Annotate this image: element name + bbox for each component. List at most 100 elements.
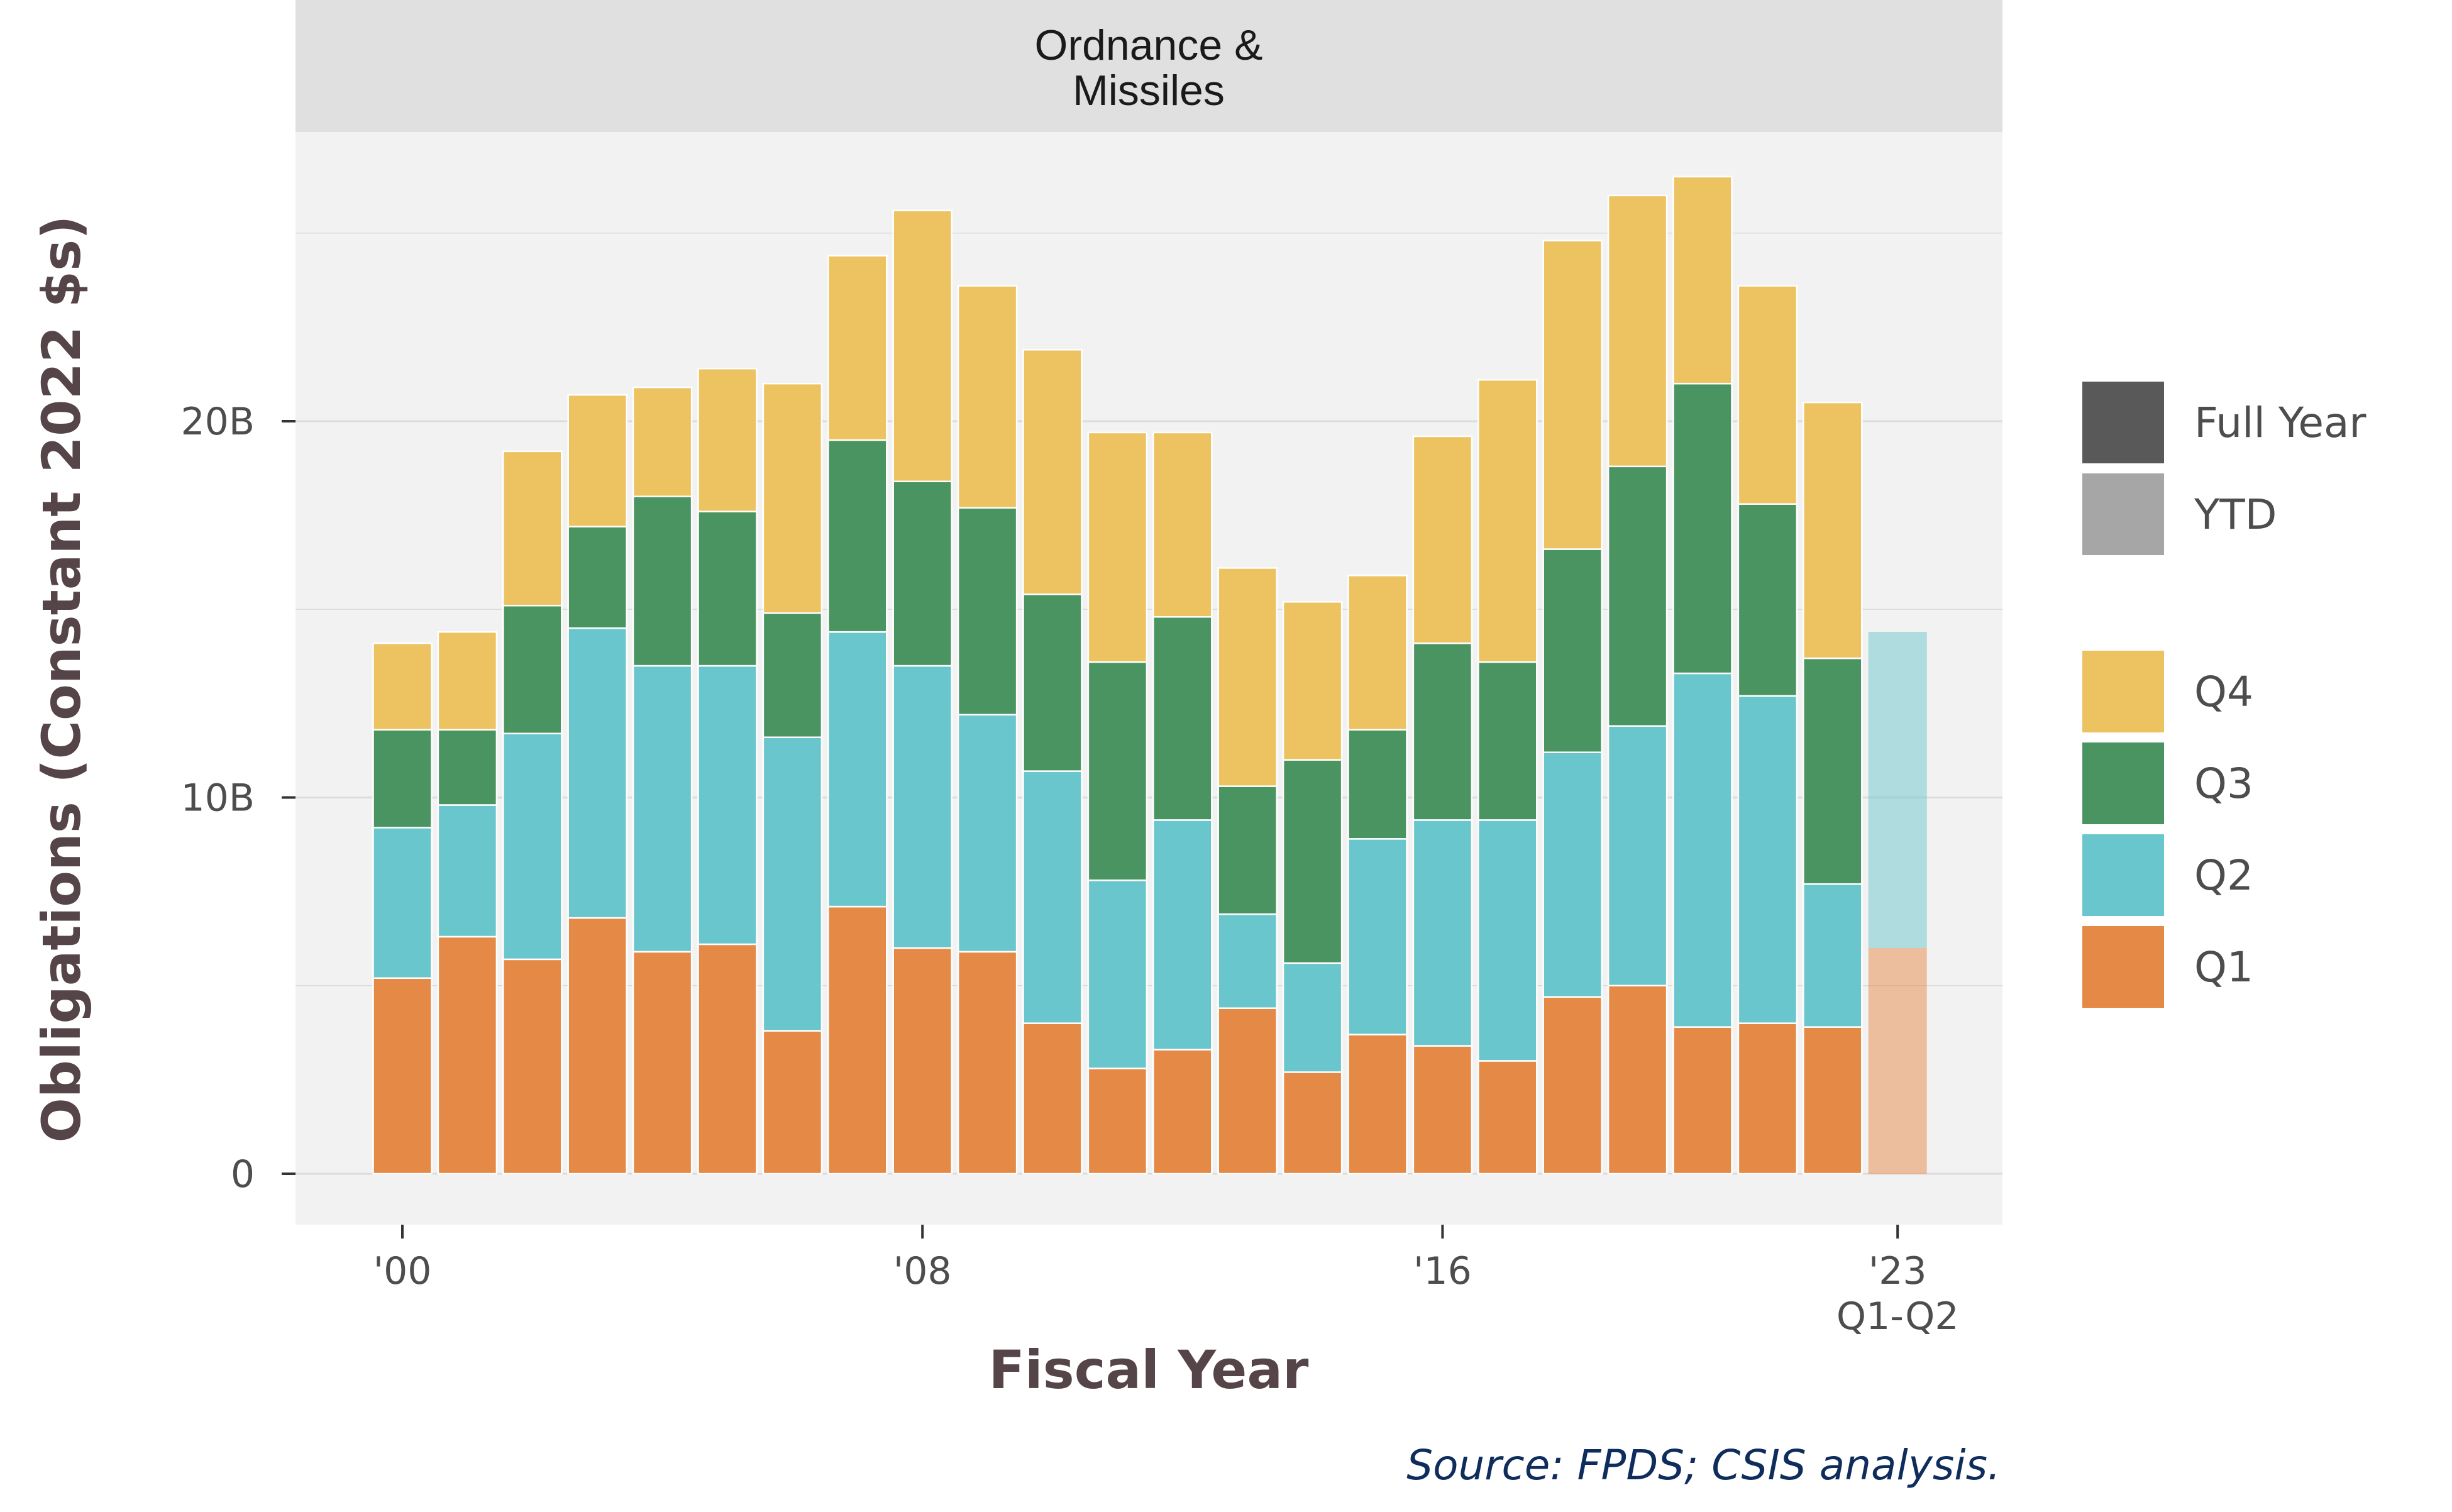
bar-q4-2002 <box>502 450 563 607</box>
bar-q4-2016 <box>1412 435 1473 644</box>
bar-q1-2019 <box>1607 985 1668 1175</box>
bar-q3-2013 <box>1217 785 1278 915</box>
bar-q2-2000 <box>372 827 433 979</box>
bar-q3-2012 <box>1152 615 1213 821</box>
bar-q2-2012 <box>1152 819 1213 1051</box>
bar-q3-2000 <box>372 729 433 829</box>
bar-q4-2003 <box>567 394 627 527</box>
bar-q2-2020 <box>1672 672 1733 1028</box>
bar-q2-2003 <box>567 627 627 919</box>
bar-q2-2017 <box>1477 819 1538 1062</box>
bar-q3-2002 <box>502 605 563 735</box>
bar-q2-2009 <box>957 714 1018 953</box>
legend-key-q2 <box>2080 832 2167 919</box>
bar-q3-2001 <box>437 729 498 806</box>
bar-q4-2008 <box>892 209 953 483</box>
bar-q1-2008 <box>892 947 953 1175</box>
bar-q2-2010 <box>1022 770 1083 1024</box>
x-axis-title: Fiscal Year <box>989 1339 1309 1401</box>
bar-q1-2018 <box>1542 996 1603 1175</box>
facet-title: Ordnance & Missiles <box>1035 21 1263 114</box>
bar-q3-2008 <box>892 480 953 667</box>
bar-q1-2021 <box>1737 1022 1798 1175</box>
bar-q2-2018 <box>1542 751 1603 998</box>
legend-key-q1 <box>2080 924 2167 1010</box>
bar-q3-2010 <box>1022 593 1083 772</box>
bar-q3-2009 <box>957 507 1018 716</box>
bar-q4-2005 <box>697 367 758 512</box>
bar-q1-2016 <box>1412 1045 1473 1175</box>
bar-q2-2015 <box>1347 838 1408 1035</box>
bar-q4-2013 <box>1217 567 1278 787</box>
bar-q2-2019 <box>1607 725 1668 987</box>
bar-q1-2014 <box>1282 1071 1343 1175</box>
legend-key-full-year <box>2080 379 2167 466</box>
bar-q1-2003 <box>567 917 627 1175</box>
bar-q1-2013 <box>1217 1007 1278 1175</box>
legend-label: Q1 <box>2194 943 2253 991</box>
bar-q4-2006 <box>762 382 823 614</box>
bar-q3-2018 <box>1542 548 1603 753</box>
bar-q1-2017 <box>1477 1060 1538 1175</box>
bar-q2-2006 <box>762 736 823 1032</box>
bar-q3-2019 <box>1607 465 1668 727</box>
bar-q3-2021 <box>1737 503 1798 697</box>
bar-q1-2020 <box>1672 1026 1733 1175</box>
bar-q3-2007 <box>827 439 888 633</box>
bar-q4-2021 <box>1737 285 1798 505</box>
bar-q4-2000 <box>372 642 433 731</box>
bar-q1-2002 <box>502 958 563 1175</box>
bar-q1-2007 <box>827 905 888 1175</box>
bar-q1-2022 <box>1803 1026 1863 1175</box>
bar-q1-2006 <box>762 1030 823 1175</box>
y-tick-label: 0 <box>231 1152 255 1196</box>
bar-q3-2014 <box>1282 759 1343 964</box>
bar-q1-2010 <box>1022 1022 1083 1175</box>
bar-q4-2014 <box>1282 601 1343 761</box>
bar-q2-2023 <box>1868 632 1927 948</box>
bar-q4-2010 <box>1022 349 1083 595</box>
legend-key-q4 <box>2080 648 2167 735</box>
bar-q4-2022 <box>1803 401 1863 659</box>
bar-q3-2006 <box>762 612 823 738</box>
bar-q2-2005 <box>697 665 758 946</box>
bar-q2-2011 <box>1087 879 1148 1069</box>
bar-q4-2007 <box>827 255 888 441</box>
legend-label: Q2 <box>2194 851 2253 900</box>
bar-q4-2015 <box>1347 575 1408 731</box>
legend-label: Q4 <box>2194 668 2253 716</box>
bar-q4-2009 <box>957 285 1018 509</box>
legend: Full Year YTD Q4 Q3 Q2 Q1 <box>2080 379 2366 1010</box>
bar-q1-2009 <box>957 951 1018 1175</box>
bar-q2-2008 <box>892 665 953 949</box>
legend-label: Full Year <box>2194 399 2366 447</box>
y-axis-title: Obligations (Constant 2022 $s) <box>31 215 92 1142</box>
bar-q4-2004 <box>632 386 693 497</box>
bar-q3-2017 <box>1477 661 1538 821</box>
bar-q3-2022 <box>1803 657 1863 885</box>
source-note: Source: FPDS; CSIS analysis. <box>1406 1441 2001 1489</box>
bar-q1-2005 <box>697 943 758 1175</box>
x-tick-label: '23 Q1-Q2 <box>1836 1249 1959 1338</box>
bar-q1-2001 <box>437 935 498 1175</box>
x-tick-label: '00 <box>373 1249 432 1293</box>
bar-q2-2022 <box>1803 883 1863 1028</box>
bar-q2-2007 <box>827 631 888 908</box>
bar-q4-2011 <box>1087 431 1148 663</box>
bar-q2-2013 <box>1217 913 1278 1009</box>
bar-q3-2015 <box>1347 729 1408 840</box>
bar-q3-2020 <box>1672 382 1733 675</box>
bar-q2-2014 <box>1282 962 1343 1073</box>
bar-q3-2005 <box>697 510 758 667</box>
legend-label: YTD <box>2194 490 2277 539</box>
bar-q2-2021 <box>1737 695 1798 1024</box>
bar-q1-2011 <box>1087 1068 1148 1175</box>
bar-q4-2019 <box>1607 194 1668 468</box>
x-axis: '00 '08 '16 '23 Q1-Q2 <box>373 1225 1959 1338</box>
bar-q2-2016 <box>1412 819 1473 1047</box>
bar-q1-2023 <box>1868 947 1927 1174</box>
bar-q4-2001 <box>437 631 498 731</box>
bar-q4-2018 <box>1542 240 1603 550</box>
